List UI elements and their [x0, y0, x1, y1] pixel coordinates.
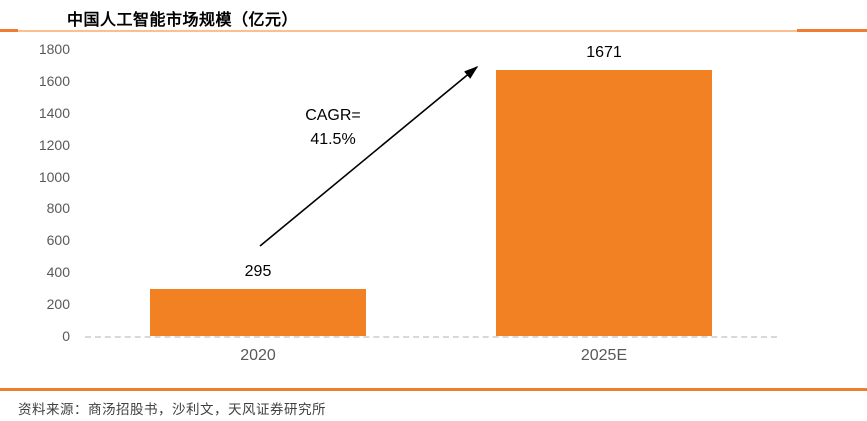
- bar-2025E: [496, 69, 712, 336]
- y-tick-label: 0: [62, 328, 70, 344]
- y-tick-label: 1000: [38, 168, 70, 185]
- cagr-annotation-line1: CAGR=: [305, 107, 361, 124]
- y-tick-label: 800: [46, 200, 70, 217]
- y-tick-label: 1600: [38, 72, 70, 89]
- bottom-divider: [0, 388, 867, 391]
- y-tick-label: 1400: [38, 104, 70, 121]
- chart-title: 中国人工智能市场规模（亿元）: [67, 12, 299, 29]
- x-axis-line: [85, 336, 777, 338]
- y-tick-label: 600: [46, 232, 70, 249]
- cagr-annotation-line2: 41.5%: [310, 131, 356, 148]
- divider-segment-dark-right: [797, 29, 867, 32]
- y-tick-label: 400: [46, 264, 70, 281]
- source-note: 资料来源：商汤招股书，沙利文，天风证券研究所: [18, 402, 326, 417]
- bar-2020: [150, 288, 366, 336]
- x-category-label: 2020: [240, 347, 276, 364]
- y-tick-label: 1800: [38, 41, 70, 57]
- bar-value-label: 1671: [586, 43, 622, 61]
- x-category-label: 2025E: [580, 347, 628, 364]
- cagr-annotation: CAGR= 41.5%: [278, 104, 388, 152]
- divider-segment-dark-left: [0, 29, 18, 32]
- bar-value-label: 295: [244, 262, 272, 280]
- y-tick-label: 200: [46, 296, 70, 313]
- y-tick-label: 1200: [38, 136, 70, 153]
- divider-segment-light: [18, 30, 797, 32]
- title-divider: [0, 29, 867, 32]
